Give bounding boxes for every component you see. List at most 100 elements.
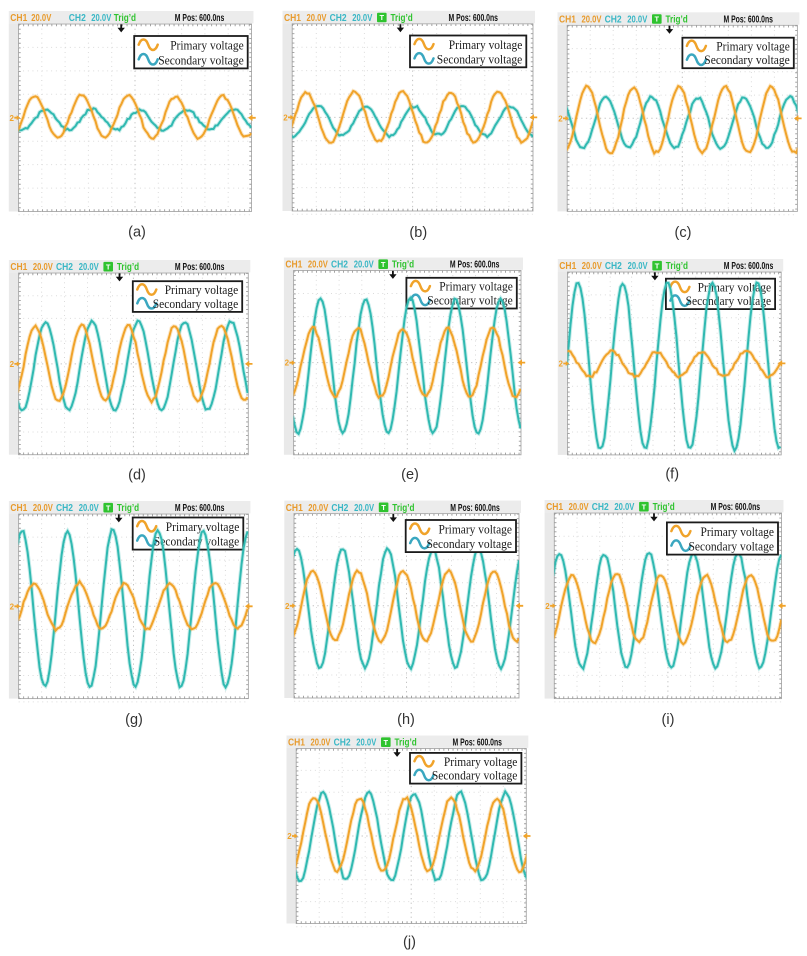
svg-text:T: T bbox=[380, 13, 385, 22]
svg-text:T: T bbox=[381, 260, 386, 269]
svg-text:Trig’d: Trig’d bbox=[666, 261, 688, 272]
svg-text:Trig’d: Trig’d bbox=[395, 738, 417, 749]
svg-text:Secondary voltage: Secondary voltage bbox=[154, 535, 240, 549]
svg-text:20.0V: 20.0V bbox=[352, 13, 372, 24]
svg-text:(j): (j) bbox=[403, 935, 416, 951]
svg-text:Primary voltage: Primary voltage bbox=[449, 38, 523, 52]
svg-text:T: T bbox=[106, 262, 111, 271]
svg-text:20.0V: 20.0V bbox=[308, 260, 328, 271]
svg-text:(c): (c) bbox=[675, 225, 692, 241]
svg-text:20.0V: 20.0V bbox=[307, 13, 327, 24]
svg-text:M Pos: 600.0ns: M Pos: 600.0ns bbox=[711, 502, 761, 513]
svg-text:T: T bbox=[642, 502, 647, 511]
svg-text:M Pos: 600.0ns: M Pos: 600.0ns bbox=[175, 262, 225, 273]
svg-text:M Pos: 600.0ns: M Pos: 600.0ns bbox=[449, 13, 499, 24]
svg-text:CH1: CH1 bbox=[559, 15, 576, 26]
svg-text:(h): (h) bbox=[397, 712, 415, 728]
svg-text:20.0V: 20.0V bbox=[627, 15, 647, 26]
svg-text:(e): (e) bbox=[401, 467, 419, 483]
svg-text:CH2: CH2 bbox=[69, 13, 86, 24]
svg-text:CH2: CH2 bbox=[330, 13, 347, 24]
svg-text:M Pos: 600.0ns: M Pos: 600.0ns bbox=[724, 261, 774, 272]
svg-text:(f): (f) bbox=[665, 467, 679, 483]
svg-text:20.0V: 20.0V bbox=[354, 260, 374, 271]
svg-text:Primary voltage: Primary voltage bbox=[166, 520, 240, 534]
svg-text:(i): (i) bbox=[662, 712, 675, 728]
svg-text:M Pos: 600.0ns: M Pos: 600.0ns bbox=[175, 503, 225, 514]
svg-text:20.0V: 20.0V bbox=[31, 13, 51, 24]
svg-text:M Pos: 600.0ns: M Pos: 600.0ns bbox=[724, 15, 774, 26]
svg-text:CH2: CH2 bbox=[592, 502, 609, 513]
svg-text:CH1: CH1 bbox=[285, 260, 302, 271]
svg-text:2: 2 bbox=[10, 114, 15, 123]
svg-text:Trig’d: Trig’d bbox=[114, 13, 136, 24]
svg-text:Primary voltage: Primary voltage bbox=[439, 280, 513, 294]
svg-text:20.0V: 20.0V bbox=[91, 13, 111, 24]
svg-text:(d): (d) bbox=[128, 468, 146, 484]
svg-text:Trig’d: Trig’d bbox=[392, 503, 414, 514]
svg-text:20.0V: 20.0V bbox=[614, 502, 634, 513]
svg-text:Primary voltage: Primary voltage bbox=[165, 283, 239, 297]
svg-text:CH1: CH1 bbox=[10, 503, 27, 514]
svg-text:T: T bbox=[106, 503, 111, 512]
svg-text:Trig’d: Trig’d bbox=[392, 260, 414, 271]
svg-text:20.0V: 20.0V bbox=[582, 261, 602, 272]
svg-text:Secondary voltage: Secondary voltage bbox=[153, 297, 239, 311]
svg-text:Primary voltage: Primary voltage bbox=[444, 755, 518, 769]
svg-text:Trig’d: Trig’d bbox=[117, 503, 139, 514]
svg-text:20.0V: 20.0V bbox=[582, 15, 602, 26]
svg-text:20.0V: 20.0V bbox=[308, 503, 328, 514]
svg-text:2: 2 bbox=[559, 359, 564, 368]
svg-text:Secondary voltage: Secondary voltage bbox=[686, 294, 772, 308]
svg-text:2: 2 bbox=[285, 602, 290, 611]
svg-text:(a): (a) bbox=[128, 225, 146, 241]
svg-text:CH2: CH2 bbox=[334, 738, 351, 749]
svg-text:T: T bbox=[655, 261, 660, 270]
svg-text:CH1: CH1 bbox=[286, 503, 303, 514]
svg-text:20.0V: 20.0V bbox=[33, 503, 53, 514]
svg-text:Secondary voltage: Secondary voltage bbox=[432, 769, 518, 783]
svg-text:2: 2 bbox=[283, 113, 288, 122]
svg-text:CH2: CH2 bbox=[331, 503, 348, 514]
svg-text:CH2: CH2 bbox=[605, 15, 622, 26]
svg-text:(b): (b) bbox=[409, 225, 427, 241]
svg-text:CH2: CH2 bbox=[56, 503, 73, 514]
svg-text:Trig’d: Trig’d bbox=[117, 262, 139, 273]
svg-text:2: 2 bbox=[545, 602, 550, 611]
svg-text:Secondary voltage: Secondary voltage bbox=[158, 53, 244, 67]
svg-text:Primary voltage: Primary voltage bbox=[701, 525, 775, 539]
svg-text:2: 2 bbox=[10, 360, 15, 369]
svg-text:20.0V: 20.0V bbox=[311, 738, 331, 749]
svg-text:Trig’d: Trig’d bbox=[666, 15, 688, 26]
svg-text:Secondary voltage: Secondary voltage bbox=[689, 540, 775, 554]
svg-text:20.0V: 20.0V bbox=[356, 738, 376, 749]
svg-text:Trig’d: Trig’d bbox=[653, 502, 675, 513]
svg-text:2: 2 bbox=[558, 114, 563, 123]
svg-text:Trig’d: Trig’d bbox=[391, 13, 413, 24]
svg-text:CH1: CH1 bbox=[546, 502, 563, 513]
svg-text:CH1: CH1 bbox=[284, 13, 301, 24]
svg-text:CH1: CH1 bbox=[559, 261, 576, 272]
svg-text:CH1: CH1 bbox=[10, 262, 27, 273]
svg-text:Secondary voltage: Secondary voltage bbox=[427, 294, 513, 308]
svg-text:20.0V: 20.0V bbox=[569, 502, 589, 513]
svg-text:(g): (g) bbox=[125, 712, 143, 728]
svg-text:CH2: CH2 bbox=[605, 261, 622, 272]
svg-text:CH1: CH1 bbox=[288, 738, 305, 749]
svg-text:CH2: CH2 bbox=[56, 262, 73, 273]
svg-text:2: 2 bbox=[285, 359, 290, 368]
svg-text:M Pos: 600.0ns: M Pos: 600.0ns bbox=[450, 260, 500, 271]
svg-text:Secondary voltage: Secondary voltage bbox=[427, 537, 513, 551]
svg-text:20.0V: 20.0V bbox=[628, 261, 648, 272]
svg-text:CH2: CH2 bbox=[331, 260, 348, 271]
svg-text:20.0V: 20.0V bbox=[354, 503, 374, 514]
svg-text:M Pos: 600.0ns: M Pos: 600.0ns bbox=[450, 503, 500, 514]
svg-text:M Pos: 600.0ns: M Pos: 600.0ns bbox=[453, 738, 503, 749]
svg-text:2: 2 bbox=[287, 832, 292, 841]
svg-text:T: T bbox=[381, 503, 386, 512]
svg-text:20.0V: 20.0V bbox=[79, 503, 99, 514]
svg-text:T: T bbox=[384, 738, 389, 747]
svg-text:20.0V: 20.0V bbox=[33, 262, 53, 273]
svg-text:Primary voltage: Primary voltage bbox=[716, 40, 790, 54]
svg-text:Secondary voltage: Secondary voltage bbox=[437, 52, 523, 66]
